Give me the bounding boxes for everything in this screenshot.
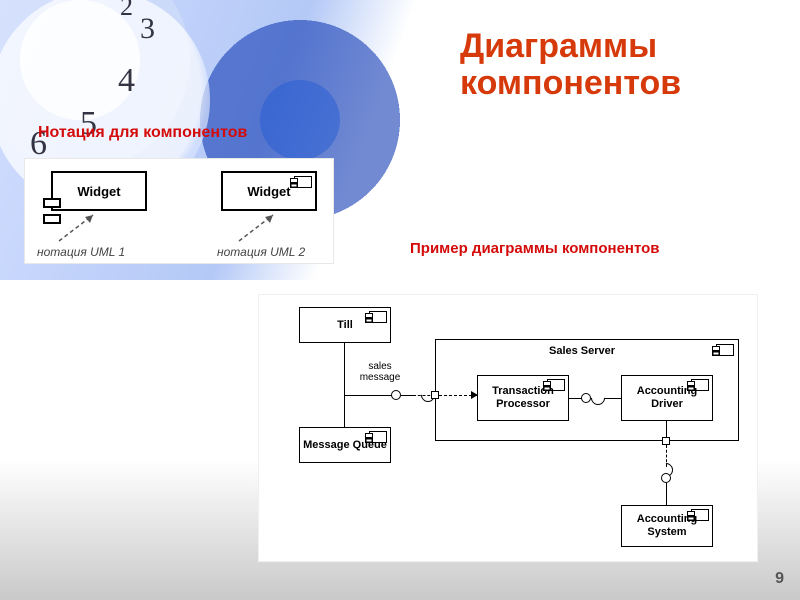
uml1-component-box: Widget xyxy=(51,171,147,211)
component-icon xyxy=(691,379,709,391)
clock-num-4: 4 xyxy=(118,62,135,100)
component-accounting-driver: Accounting Driver xyxy=(621,375,713,421)
uml1-arrow-icon xyxy=(53,211,103,247)
component-icon xyxy=(369,311,387,323)
interface-ball-icon xyxy=(661,473,671,483)
component-icon xyxy=(294,176,312,188)
interface-ball-icon xyxy=(581,393,591,403)
sales-server-title: Sales Server xyxy=(549,345,615,357)
subtitle-example: Пример диаграммы компонентов xyxy=(410,240,660,257)
connector-line xyxy=(344,395,345,427)
component-icon xyxy=(547,379,565,391)
subtitle-notation: Нотация для компонентов xyxy=(38,124,247,142)
uml2-arrow-icon xyxy=(233,211,283,247)
clock-num-3: 3 xyxy=(140,12,155,46)
uml1-label: Widget xyxy=(77,184,120,199)
arrowhead-icon xyxy=(471,391,478,399)
clock-num-2: 2 xyxy=(120,0,133,22)
connector-line xyxy=(344,395,394,396)
slide-title: Диаграммы компонентов xyxy=(460,28,780,103)
connector-line xyxy=(666,483,667,505)
component-accounting-system: Accounting System xyxy=(621,505,713,547)
component-transaction-processor: Transaction Processor xyxy=(477,375,569,421)
example-diagram-panel: Till Message Queue Sales Server Transact… xyxy=(258,294,758,562)
component-icon xyxy=(369,431,387,443)
connector-line xyxy=(344,343,345,395)
component-till: Till xyxy=(299,307,391,343)
edge-label-sales-message: sales message xyxy=(355,361,405,383)
port-icon xyxy=(431,391,439,399)
component-icon xyxy=(691,509,709,521)
till-label: Till xyxy=(337,319,353,332)
notation-panel: Widget Widget нотация UML 1 нотация UML … xyxy=(24,158,334,264)
uml2-annotation: нотация UML 2 xyxy=(217,245,305,259)
page-number: 9 xyxy=(775,570,784,588)
uml1-annotation: нотация UML 1 xyxy=(37,245,125,259)
uml2-label: Widget xyxy=(247,184,290,199)
interface-ball-icon xyxy=(391,390,401,400)
component-icon xyxy=(716,344,734,356)
connector-line xyxy=(401,395,413,396)
connector-line xyxy=(605,398,621,399)
port-icon xyxy=(662,437,670,445)
component-message-queue: Message Queue xyxy=(299,427,391,463)
uml2-component-box: Widget xyxy=(221,171,317,211)
